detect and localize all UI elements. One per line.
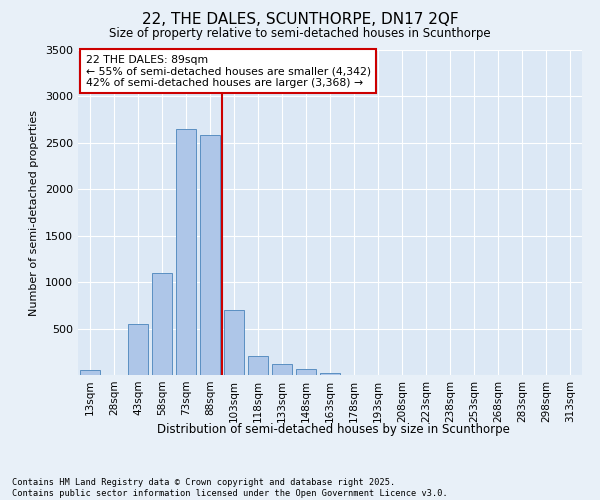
Bar [320,373,340,375]
Y-axis label: Number of semi-detached properties: Number of semi-detached properties [29,110,40,316]
Bar [152,273,172,375]
Bar [272,364,292,375]
Text: Size of property relative to semi-detached houses in Scunthorpe: Size of property relative to semi-detach… [109,28,491,40]
Bar [200,136,220,375]
Text: 22 THE DALES: 89sqm
← 55% of semi-detached houses are smaller (4,342)
42% of sem: 22 THE DALES: 89sqm ← 55% of semi-detach… [86,55,371,88]
Text: 22, THE DALES, SCUNTHORPE, DN17 2QF: 22, THE DALES, SCUNTHORPE, DN17 2QF [142,12,458,28]
Bar [80,370,100,375]
Text: Contains HM Land Registry data © Crown copyright and database right 2025.
Contai: Contains HM Land Registry data © Crown c… [12,478,448,498]
Bar [176,129,196,375]
Text: Distribution of semi-detached houses by size in Scunthorpe: Distribution of semi-detached houses by … [157,422,509,436]
Bar [128,324,148,375]
Bar [224,310,244,375]
Bar [296,368,316,375]
Bar [248,356,268,375]
